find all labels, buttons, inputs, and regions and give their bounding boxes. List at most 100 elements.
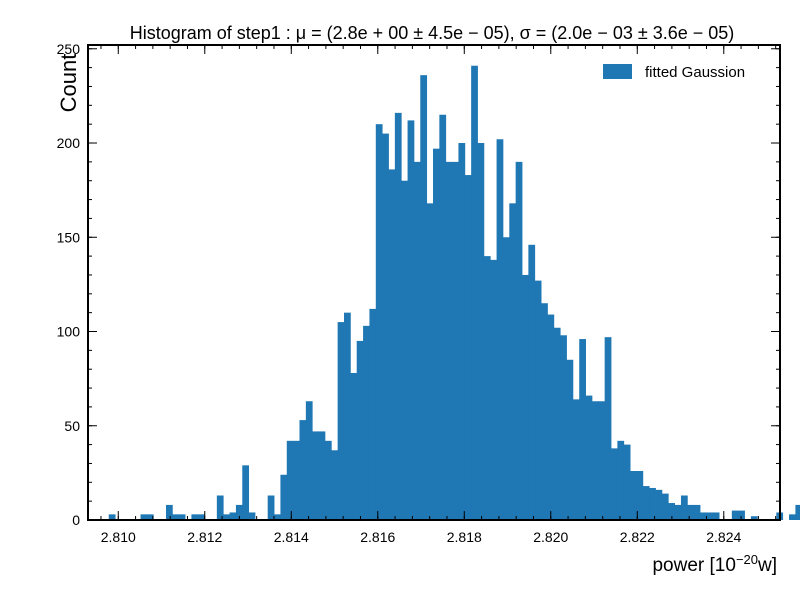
histogram-bar (305, 401, 313, 520)
histogram-bar (375, 124, 383, 521)
x-axis-label-base: power [10 (652, 555, 735, 576)
histogram-bar (401, 180, 408, 520)
histogram-bar (789, 514, 796, 520)
histogram-bar (502, 237, 510, 520)
histogram-bar (795, 504, 800, 520)
histogram-bar (191, 514, 199, 520)
histogram-bar (617, 440, 625, 520)
histogram-bar (108, 514, 116, 520)
histogram-bar (623, 444, 631, 520)
y-tick-label: 200 (57, 135, 81, 151)
histogram-bar (661, 493, 669, 520)
histogram-bar (477, 143, 485, 520)
y-tick-label: 100 (57, 324, 81, 340)
x-tick-label: 2.812 (187, 529, 222, 545)
histogram-bar (146, 514, 154, 520)
histogram-bar (630, 470, 637, 520)
histogram-bar (674, 504, 682, 520)
x-axis-label-unit: w] (757, 555, 777, 576)
histogram-bar (598, 401, 606, 520)
histogram-bar (572, 399, 580, 520)
histogram-bar (464, 175, 472, 520)
x-tick-label: 2.820 (533, 529, 568, 545)
x-tick-label: 2.824 (706, 529, 741, 545)
y-axis-ticks: 0 50 100 150 200 250 (57, 41, 780, 528)
histogram-bar (242, 465, 250, 520)
histogram-bar (420, 75, 428, 520)
histogram-bar (248, 512, 256, 520)
histogram-bar (547, 314, 555, 520)
x-tick-label: 2.822 (620, 529, 655, 545)
histogram-bar (560, 335, 567, 520)
histogram-bar (541, 303, 548, 520)
histogram-bar (388, 169, 396, 520)
histogram-bar (299, 420, 307, 520)
histogram-bar (700, 512, 707, 520)
x-tick-label: 2.810 (101, 529, 136, 545)
y-tick-label: 250 (57, 41, 81, 57)
histogram-bar (649, 487, 656, 520)
histogram-bar (680, 495, 688, 520)
histogram-bar (528, 244, 536, 521)
histogram-bar (522, 274, 529, 520)
histogram-bar (344, 312, 351, 520)
histogram-bar (738, 510, 745, 520)
histogram-bar (496, 139, 504, 520)
histogram-bar (318, 431, 326, 520)
histogram-bar (604, 337, 612, 520)
histogram-bar (382, 133, 389, 520)
histogram-bar (687, 504, 695, 520)
histogram-bar (293, 440, 300, 520)
x-tick-label: 2.818 (447, 529, 482, 545)
histogram-bar (312, 431, 319, 520)
y-tick-label: 50 (64, 418, 80, 434)
histogram-bar (731, 510, 739, 520)
histogram-bar (413, 161, 421, 520)
histogram-bar (235, 504, 243, 520)
histogram-bar (165, 504, 173, 520)
histogram-bar (471, 65, 478, 520)
histogram-bar (553, 327, 561, 520)
histogram-bar (229, 512, 237, 520)
legend-swatch (603, 64, 632, 79)
histogram-bar (178, 514, 186, 520)
histogram-bar (693, 504, 701, 520)
histogram-bar (223, 514, 230, 520)
histogram-bar (356, 340, 364, 520)
histogram-bar (267, 495, 275, 520)
histogram-bar (140, 514, 148, 520)
histogram-bar (407, 120, 415, 521)
histogram-bar (750, 516, 758, 520)
histogram-bar (712, 512, 720, 520)
histogram-bar (216, 495, 224, 520)
histogram-bar (280, 474, 288, 520)
histogram-bar (324, 440, 332, 520)
histogram-bar (611, 448, 618, 520)
histogram-bar (642, 486, 650, 520)
histogram-bar (636, 470, 644, 520)
histogram-bar (706, 512, 714, 520)
histogram-bar (286, 440, 294, 520)
histogram-bar (458, 143, 466, 520)
histogram-bar (668, 503, 675, 520)
histogram-bar (331, 450, 339, 520)
chart-title: Histogram of step1 : μ = (2.8e + 00 ± 4.… (130, 23, 735, 43)
y-tick-label: 150 (57, 229, 81, 245)
histogram-bar (337, 322, 345, 520)
histogram-bar (363, 325, 370, 520)
histogram-bar (433, 148, 440, 521)
histogram-bar (452, 161, 459, 520)
histogram-bar (172, 514, 180, 520)
histogram-bar (534, 280, 542, 520)
histogram-bar (439, 114, 447, 521)
histogram-bar (274, 514, 281, 520)
histogram-bar (350, 372, 358, 520)
histogram-bar (579, 339, 586, 520)
x-axis-label-exponent: −20 (736, 552, 758, 567)
histogram-bar (566, 359, 574, 520)
legend-label: fitted Gaussion (645, 64, 745, 81)
histogram-bar (426, 203, 434, 520)
histogram-bar (591, 401, 599, 520)
